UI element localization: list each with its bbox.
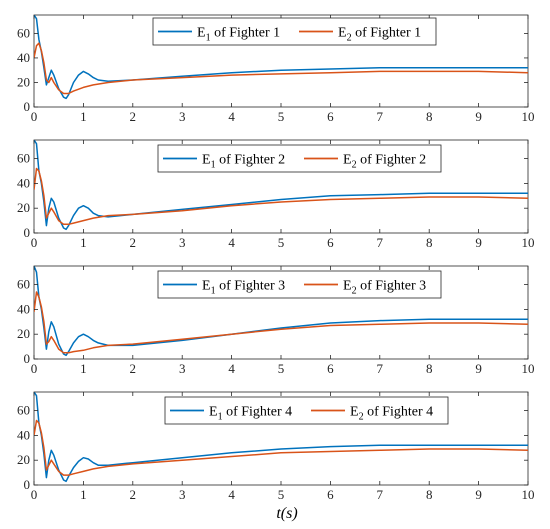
x-tick-label: 2	[130, 109, 137, 124]
x-tick-label: 0	[31, 109, 38, 124]
x-tick-label: 4	[228, 235, 235, 250]
y-tick-label: 60	[17, 277, 30, 292]
subplot-1: 0 1 2 3 4 5 6 7 8 9 10 0 20 40 60 E1 of Fighter 1 E2 of …	[17, 14, 535, 124]
y-tick-label: 60	[17, 25, 30, 40]
subplot-4: 0 1 2 3 4 5 6 7 8 9 10 0 20 40 60 E1 of Fighter 4 E2 of …	[17, 391, 535, 502]
legend: E1 of Fighter 1 E2 of Fighter 1	[152, 17, 437, 46]
legend-label-2: E2 of Fighter 1	[338, 26, 421, 44]
y-tick-label: 20	[17, 326, 30, 341]
x-tick-label: 9	[475, 109, 482, 124]
legend-box	[152, 17, 437, 46]
x-tick-label: 2	[130, 361, 137, 376]
legend-box	[157, 144, 442, 173]
series-line-2	[34, 291, 528, 354]
x-tick-label: 2	[130, 487, 137, 502]
x-tick-label: 4	[228, 109, 235, 124]
y-tick-label: 60	[17, 151, 30, 166]
y-tick-label: 40	[17, 427, 30, 442]
x-tick-label: 7	[377, 109, 384, 124]
x-tick-label: 4	[228, 361, 235, 376]
legend: E1 of Fighter 4 E2 of Fighter 4	[164, 396, 449, 425]
x-tick-label: 5	[278, 235, 285, 250]
x-tick-label: 7	[377, 235, 384, 250]
y-tick-label: 0	[24, 351, 31, 366]
x-tick-label: 7	[377, 487, 384, 502]
x-tick-label: 3	[179, 109, 186, 124]
x-tick-label: 9	[475, 487, 482, 502]
subplot-3: 0 1 2 3 4 5 6 7 8 9 10 0 20 40 60 E1 of Fighter 3 E2 of …	[17, 265, 535, 376]
legend-label-1: E1 of Fighter 4	[209, 405, 292, 423]
x-axis-label: t(s)	[276, 505, 297, 522]
x-tick-label: 1	[80, 235, 87, 250]
y-tick-label: 20	[17, 74, 30, 89]
legend: E1 of Fighter 2 E2 of Fighter 2	[157, 144, 442, 173]
legend: E1 of Fighter 3 E2 of Fighter 3	[157, 270, 442, 299]
x-tick-label: 1	[80, 109, 87, 124]
series-line-1	[34, 140, 528, 231]
x-tick-label: 5	[278, 361, 285, 376]
legend-label-1: E1 of Fighter 2	[202, 153, 285, 171]
x-tick-label: 6	[327, 361, 334, 376]
x-tick-label: 10	[522, 235, 535, 250]
legend-box	[164, 396, 449, 425]
x-tick-label: 8	[426, 487, 433, 502]
legend-label-1: E1 of Fighter 1	[197, 26, 280, 44]
series-line-1	[34, 392, 528, 483]
y-tick-label: 0	[24, 99, 31, 114]
x-tick-label: 4	[228, 487, 235, 502]
legend-box	[157, 270, 442, 299]
x-tick-label: 0	[31, 361, 38, 376]
x-tick-label: 8	[426, 109, 433, 124]
y-tick-label: 20	[17, 452, 30, 467]
y-tick-label: 0	[24, 225, 31, 240]
x-tick-label: 10	[522, 109, 535, 124]
x-tick-label: 7	[377, 361, 384, 376]
x-tick-label: 5	[278, 487, 285, 502]
y-tick-label: 40	[17, 301, 30, 316]
y-tick-label: 40	[17, 50, 30, 65]
x-tick-label: 1	[80, 361, 87, 376]
series-line-2	[34, 167, 528, 226]
x-tick-label: 2	[130, 235, 137, 250]
x-tick-label: 0	[31, 235, 38, 250]
x-tick-label: 3	[179, 487, 186, 502]
x-tick-label: 3	[179, 235, 186, 250]
x-tick-label: 6	[327, 487, 334, 502]
legend-label-2: E2 of Fighter 3	[343, 279, 426, 297]
legend-label-2: E2 of Fighter 4	[350, 405, 433, 423]
x-tick-label: 9	[475, 361, 482, 376]
x-tick-label: 0	[31, 487, 38, 502]
x-tick-label: 6	[327, 235, 334, 250]
x-tick-label: 3	[179, 361, 186, 376]
x-tick-label: 8	[426, 361, 433, 376]
legend-label-1: E1 of Fighter 3	[202, 279, 285, 297]
legend-label-2: E2 of Fighter 2	[343, 153, 426, 171]
x-tick-label: 1	[80, 487, 87, 502]
x-tick-label: 9	[475, 235, 482, 250]
x-tick-label: 10	[522, 487, 535, 502]
x-tick-label: 8	[426, 235, 433, 250]
x-tick-label: 5	[278, 109, 285, 124]
y-tick-label: 20	[17, 200, 30, 215]
series-line-2	[34, 419, 528, 476]
series-line-2	[34, 42, 528, 95]
y-tick-label: 40	[17, 175, 30, 190]
x-tick-label: 10	[522, 361, 535, 376]
y-tick-label: 60	[17, 403, 30, 418]
y-tick-label: 0	[24, 477, 31, 492]
x-tick-label: 6	[327, 109, 334, 124]
subplot-2: 0 1 2 3 4 5 6 7 8 9 10 0 20 40 60 E1 of Fighter 2 E2 of …	[17, 139, 535, 250]
